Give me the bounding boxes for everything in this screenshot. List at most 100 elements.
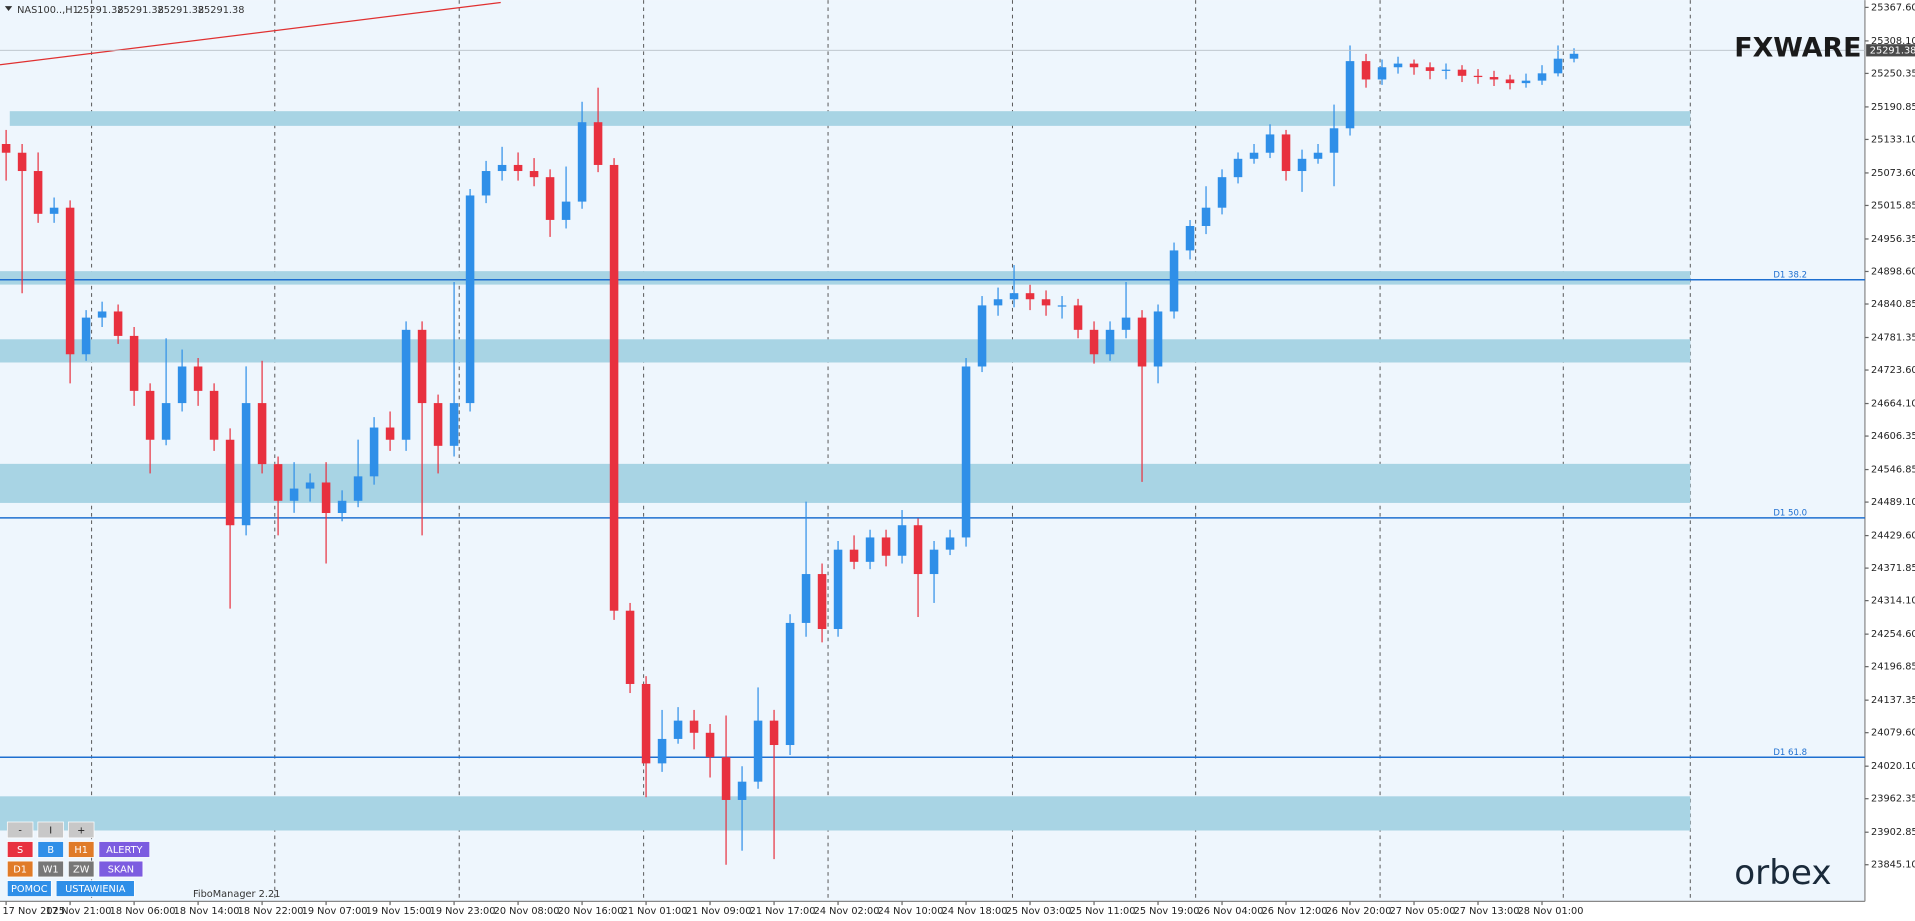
candle-body (929, 549, 939, 575)
x-tick-label: 18 Nov 06:00 (110, 906, 176, 917)
toolbar-button[interactable]: W1 (37, 860, 64, 878)
candle-body (529, 171, 539, 178)
toolbar-button[interactable]: USTAWIENIA (55, 880, 135, 897)
y-tick-label: 24606.35 (1871, 431, 1915, 442)
x-tick-label: 19 Nov 23:00 (430, 906, 496, 917)
candle-body (289, 488, 299, 501)
candle-body (913, 525, 923, 575)
symbol: NAS100..,H1 (17, 5, 79, 16)
x-tick-label: 17 Nov 2025 (2, 906, 65, 917)
candle-body (353, 476, 363, 501)
zone (0, 463, 1691, 503)
button-label: ALERTY (106, 845, 142, 856)
y-tick-label: 24956.35 (1871, 234, 1915, 245)
candle-body (177, 366, 187, 404)
candle-body (1441, 69, 1451, 71)
fibo-label: D1 61.8 (1773, 748, 1807, 758)
y-tick-label: 24196.85 (1871, 662, 1915, 673)
candle-body (481, 171, 491, 196)
candle-body (1169, 250, 1179, 312)
y-tick-label: 24898.60 (1871, 266, 1915, 277)
y-tick-label: 24137.35 (1871, 695, 1915, 706)
candle-body (1553, 58, 1563, 74)
candle-body (1185, 225, 1195, 251)
x-tick-label: 24 Nov 02:00 (814, 906, 880, 917)
candle-body (657, 738, 667, 764)
candle-body (705, 732, 715, 758)
candle-body (1089, 329, 1099, 355)
button-label: I (49, 826, 52, 837)
x-tick-label: 25 Nov 11:00 (1070, 906, 1136, 917)
y-tick-label: 24781.35 (1871, 333, 1915, 344)
button-label: H1 (74, 845, 88, 856)
button-label: ZW (73, 865, 90, 876)
toolbar-button[interactable]: - (6, 821, 34, 839)
y-tick-label: 24489.10 (1871, 497, 1915, 508)
toolbar-button[interactable]: I (37, 821, 64, 839)
candle-body (129, 335, 139, 391)
y-tick-label: 24840.85 (1871, 299, 1915, 310)
y-tick-label: 25367.60 (1871, 2, 1915, 13)
button-label: SKAN (108, 865, 134, 876)
button-label: D1 (13, 865, 27, 876)
candle-body (865, 537, 875, 562)
candle-body (1137, 317, 1147, 367)
candle-body (945, 537, 955, 550)
price-axis-background (1864, 0, 1915, 921)
candle-body (1409, 63, 1419, 68)
candle-body (81, 317, 91, 355)
candle-body (1201, 207, 1211, 226)
toolbar-button[interactable]: D1 (6, 860, 34, 878)
candle-body (1217, 177, 1227, 208)
toolbar-button[interactable]: ZW (68, 860, 95, 878)
y-tick-label: 25133.10 (1871, 134, 1915, 145)
toolbar-button[interactable]: SKAN (98, 860, 144, 878)
toolbar-button[interactable]: POMOC (6, 880, 52, 897)
zone (0, 339, 1691, 363)
day-separators (91, 0, 1691, 902)
x-tick-label: 17 Nov 21:00 (46, 906, 112, 917)
toolbar-button[interactable]: ALERTY (98, 841, 151, 858)
candle-body (273, 464, 283, 501)
fibo-label: D1 50.0 (1773, 509, 1807, 519)
logo-orbex: orbex (1734, 853, 1831, 893)
toolbar: - I + S B H1 ALERTY D1 W1 ZW SKAN POMOC USTAWIENIA (6, 821, 151, 897)
y-tick-label: 24371.85 (1871, 563, 1915, 574)
y-tick-label: 24020.10 (1871, 761, 1915, 772)
candle-body (961, 366, 971, 538)
candle-body (609, 164, 619, 611)
y-tick-label: 24723.60 (1871, 365, 1915, 376)
candle-body (1345, 61, 1355, 129)
button-face (68, 821, 95, 839)
x-tick-label: 21 Nov 09:00 (686, 906, 752, 917)
candle-body (401, 329, 411, 440)
candle-body (513, 164, 523, 172)
zone (9, 111, 1691, 126)
candle-body (1521, 80, 1531, 84)
header-price: 25291.38 (198, 5, 245, 16)
candle-body (593, 122, 603, 165)
candle-body (881, 537, 891, 556)
x-tick-label: 18 Nov 14:00 (174, 906, 240, 917)
y-tick-label: 25250.35 (1871, 68, 1915, 79)
plot-background (0, 0, 1865, 902)
candle-body (1105, 329, 1115, 355)
y-tick-label: 23902.85 (1871, 827, 1915, 838)
candle-body (689, 720, 699, 733)
toolbar-button[interactable]: B (37, 841, 64, 858)
x-tick-label: 24 Nov 18:00 (942, 906, 1008, 917)
candle-body (49, 207, 59, 214)
y-tick-label: 24079.60 (1871, 728, 1915, 739)
candle-body (385, 427, 395, 440)
candle-body (257, 403, 267, 465)
candle-body (321, 482, 331, 514)
candle-body (993, 299, 1003, 306)
candle-body (337, 500, 347, 514)
candle-body (785, 622, 795, 746)
toolbar-button[interactable]: + (68, 821, 95, 839)
toolbar-button[interactable]: H1 (68, 841, 95, 858)
toolbar-button[interactable]: S (6, 841, 34, 858)
